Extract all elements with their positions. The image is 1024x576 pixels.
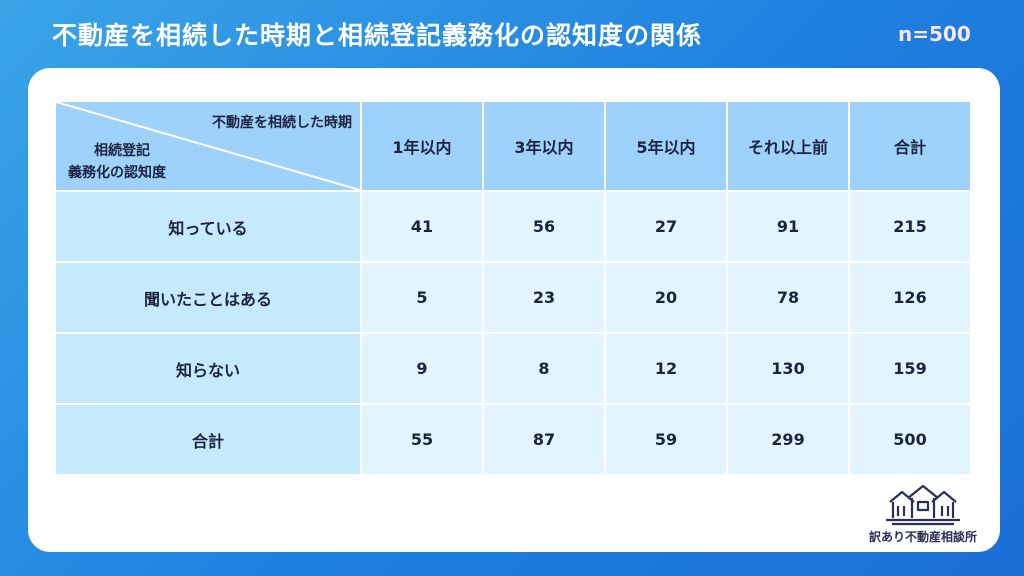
table-cell: 126 [848,261,972,334]
row-header: 聞いたことはある [54,261,362,334]
table-row: 知っている 41 56 27 91 215 [54,190,972,263]
table-cell: 130 [726,332,850,405]
table-cell: 55 [360,403,484,476]
corner-row-axis-line1: 相続登記 [94,143,150,159]
table-cell: 215 [848,190,972,263]
column-header: 合計 [848,100,972,192]
corner-row-axis-line2: 義務化の認知度 [68,165,166,181]
table-cell: 41 [360,190,484,263]
table-cell: 20 [604,261,728,334]
header-row: 不動産を相続した時期 相続登記 義務化の認知度 1年以内 3年以内 5年以内 そ… [54,100,972,192]
column-header: 3年以内 [482,100,606,192]
title-bar: 不動産を相続した時期と相続登記義務化の認知度の関係 n=500 [0,0,1024,64]
table-cell: 78 [726,261,850,334]
cross-table: 不動産を相続した時期 相続登記 義務化の認知度 1年以内 3年以内 5年以内 そ… [54,100,972,476]
table-cell: 500 [848,403,972,476]
table-cell: 8 [482,332,606,405]
table-cell: 23 [482,261,606,334]
table-cell: 56 [482,190,606,263]
column-header: それ以上前 [726,100,850,192]
row-header: 合計 [54,403,362,476]
table-cell: 59 [604,403,728,476]
table-cell: 87 [482,403,606,476]
brand-name: 訳あり不動産相談所 [868,530,977,544]
table-row: 知らない 9 8 12 130 159 [54,332,972,405]
sample-size-badge: n=500 [898,22,971,46]
table-cell: 159 [848,332,972,405]
houses-logo-icon [886,484,960,526]
corner-diagonal [56,102,360,190]
table-cell: 91 [726,190,850,263]
row-header: 知らない [54,332,362,405]
table-cell: 27 [604,190,728,263]
corner-row-axis-label: 相続登記 義務化の認知度 [68,140,166,184]
column-header: 5年以内 [604,100,728,192]
table-row: 聞いたことはある 5 23 20 78 126 [54,261,972,334]
table-cell: 9 [360,332,484,405]
table-cell: 12 [604,332,728,405]
row-header: 知っている [54,190,362,263]
brand-logo: 訳あり不動産相談所 [862,484,984,546]
table-row: 合計 55 87 59 299 500 [54,403,972,476]
table-cell: 299 [726,403,850,476]
page-title: 不動産を相続した時期と相続登記義務化の認知度の関係 [52,21,703,50]
table-cell: 5 [360,261,484,334]
corner-column-axis-label: 不動産を相続した時期 [212,115,352,131]
corner-cell: 不動産を相続した時期 相続登記 義務化の認知度 [54,100,362,192]
column-header: 1年以内 [360,100,484,192]
